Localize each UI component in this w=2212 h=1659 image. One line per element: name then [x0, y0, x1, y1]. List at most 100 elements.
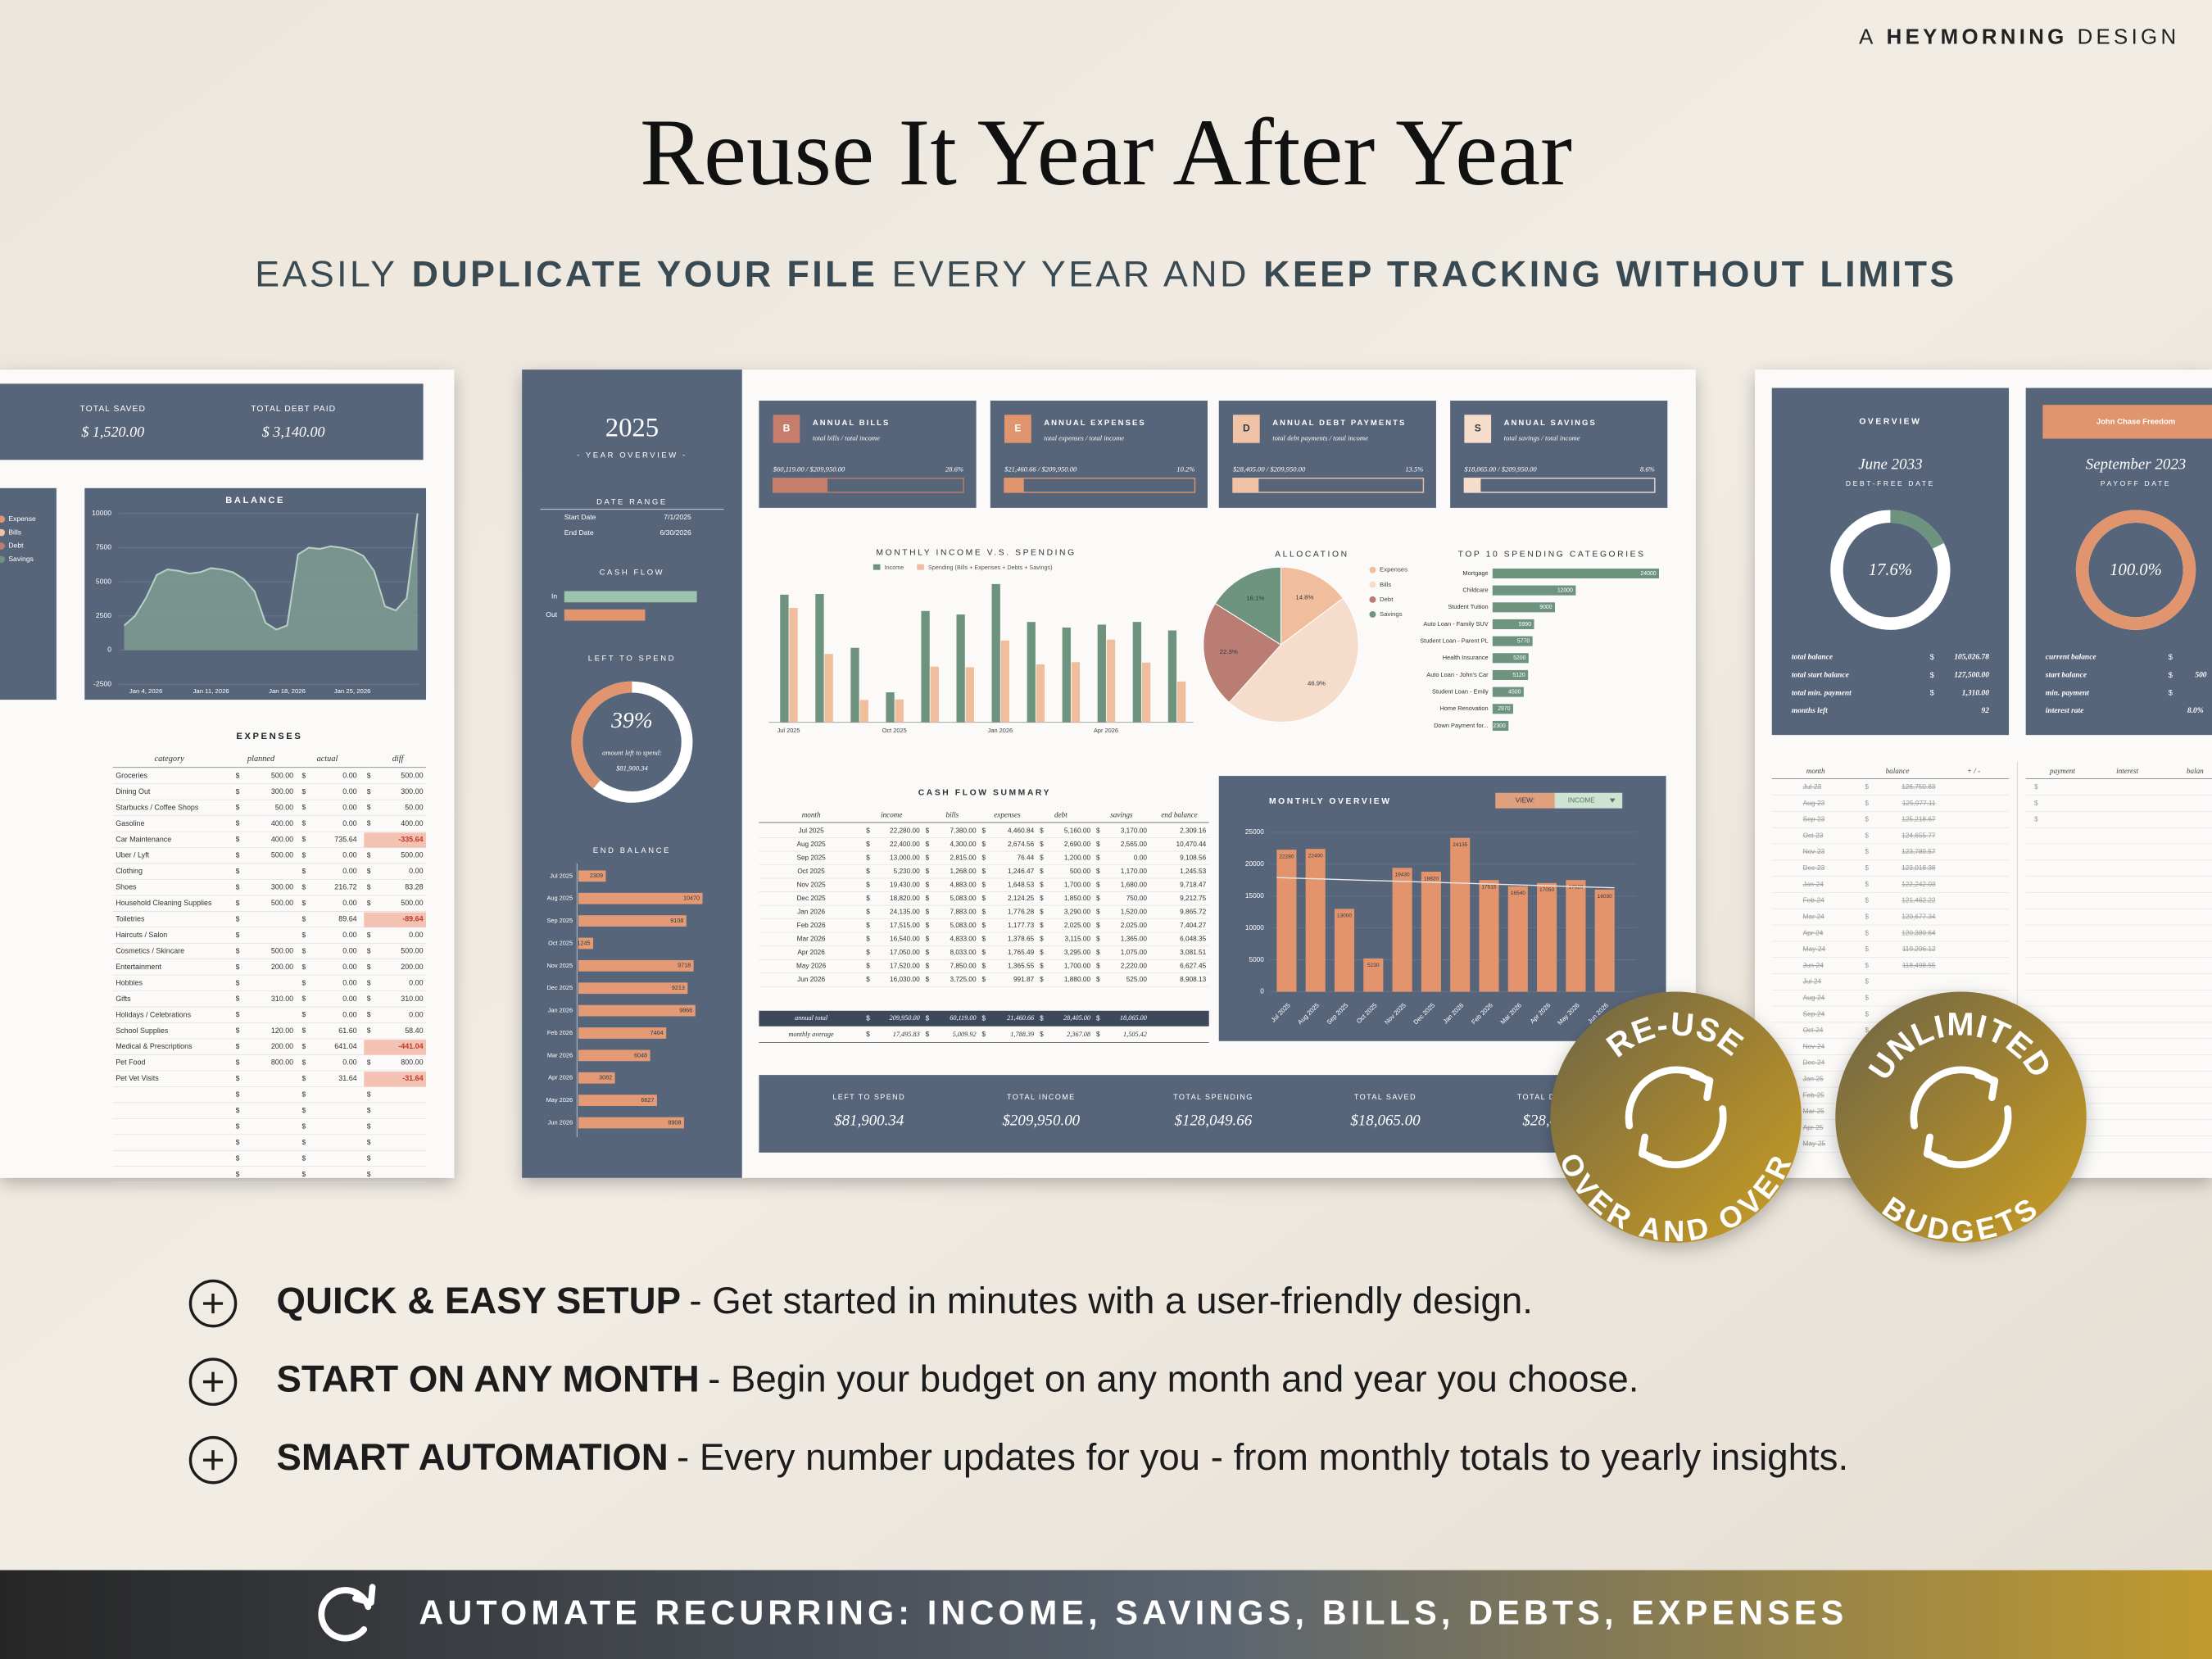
currency: $	[926, 882, 930, 889]
legend-label: Savings	[1380, 610, 1403, 618]
y-tick-label: 25000	[1245, 828, 1264, 836]
total-label: TOTAL DEBT PAID	[251, 405, 336, 414]
pie-slice	[1203, 602, 1282, 704]
bar	[1492, 669, 1529, 680]
x-tick-label: Jan 11, 2026	[193, 687, 229, 695]
cell: 6/30/2026	[660, 528, 691, 537]
currency: $	[981, 841, 986, 848]
letter-box	[1232, 415, 1260, 443]
cell: 9,718.47	[1180, 882, 1207, 889]
bar	[578, 1049, 650, 1062]
cell: 500.00	[401, 946, 423, 954]
y-tick-label: 10000	[92, 509, 111, 517]
feature: SMART AUTOMATION - Every number updates f…	[277, 1436, 1849, 1478]
cell: 300.00	[271, 883, 293, 891]
bar-label: 9213	[672, 984, 685, 991]
cell: Mar-24	[1803, 913, 1825, 920]
currency: $	[236, 1090, 240, 1098]
date: June 2033	[1858, 456, 1922, 474]
currency: $	[926, 827, 930, 834]
cell: $	[1930, 653, 1935, 662]
legend-label: Expense	[8, 514, 36, 523]
card-subtitle: total debt payments / total income	[1272, 433, 1368, 442]
cell: 10,470.44	[1176, 841, 1207, 848]
currency: $	[301, 995, 306, 1003]
cell: 2,674.56	[1008, 841, 1035, 848]
currency: $	[236, 1010, 240, 1018]
legend-swatch	[873, 564, 881, 570]
cell: Aug-23	[1803, 800, 1825, 807]
section-title: END BALANCE	[593, 846, 671, 855]
currency: $	[926, 854, 930, 861]
legend-label: Debt	[1380, 596, 1394, 603]
cell: 1,850.00	[1064, 895, 1091, 902]
card-title: ANNUAL SAVINGS	[1504, 419, 1597, 428]
legend-label: Spending (Bills + Expenses + Debts + Sav…	[928, 564, 1052, 571]
cell: Car Maintenance	[116, 835, 171, 843]
table-header: end balance	[1161, 810, 1197, 818]
currency: $	[866, 922, 870, 929]
bar-label: 3082	[599, 1074, 612, 1081]
subtitle-part: KEEP TRACKING WITHOUT LIMITS	[1263, 253, 1957, 294]
currency: $	[1096, 1014, 1100, 1022]
currency: $	[1040, 827, 1044, 834]
bar	[578, 982, 688, 995]
cell: 17,515.00	[890, 922, 920, 929]
currency: $	[236, 867, 240, 875]
cell: 8,033.00	[950, 949, 977, 956]
cell: 0.00	[342, 867, 356, 875]
cell: 800.00	[271, 1058, 293, 1067]
cell: 1,648.53	[1008, 882, 1035, 889]
cell: Sep 2025	[796, 854, 826, 861]
cell: 1,505.42	[1123, 1031, 1147, 1038]
table-header: category	[155, 755, 185, 764]
bar	[1097, 624, 1106, 723]
bar	[1479, 880, 1499, 992]
currency: $	[236, 803, 240, 811]
cell: 5,160.00	[1064, 827, 1091, 834]
currency: $	[1865, 945, 1869, 953]
letter: E	[1014, 423, 1021, 434]
cell: 2,025.00	[1064, 922, 1091, 929]
currency: $	[301, 1042, 306, 1050]
total-value: $ 1,520.00	[81, 424, 144, 440]
banner-icon	[318, 1587, 372, 1642]
currency: $	[236, 771, 240, 779]
currency: $	[2034, 800, 2038, 807]
currency: $	[981, 936, 986, 943]
bar-label: 4500	[1508, 689, 1521, 695]
bar-label: 10470	[683, 895, 700, 902]
bar	[1334, 909, 1355, 992]
bar	[1492, 653, 1529, 664]
percent: 100.0%	[2110, 561, 2162, 579]
currency: $	[301, 883, 306, 891]
cell: 17,050.00	[890, 949, 920, 956]
currency: $	[1040, 963, 1044, 970]
cell: Shoes	[116, 883, 137, 891]
currency: $	[236, 963, 240, 971]
progress-bar	[773, 478, 828, 492]
currency: $	[367, 1027, 371, 1035]
currency: $	[301, 787, 306, 796]
currency: $	[866, 854, 870, 861]
cell: 750.00	[1126, 895, 1148, 902]
cell: -89.64	[402, 915, 423, 923]
cell: 3,081.51	[1180, 949, 1207, 956]
x-tick-label: Jul 2025	[777, 727, 800, 734]
bar-label: 18820	[1424, 876, 1439, 882]
banner-arrow	[352, 1584, 376, 1606]
cell: 22,280.00	[890, 827, 920, 834]
currency: $	[367, 1010, 371, 1018]
progress-bar	[1004, 478, 1024, 492]
y-tick-label: Oct 2025	[548, 939, 573, 946]
slice-label: 46.9%	[1308, 680, 1326, 687]
cell: May-24	[1803, 945, 1826, 953]
letter-box	[1004, 415, 1031, 443]
currency: $	[301, 835, 306, 843]
y-tick-label: 2500	[96, 611, 111, 619]
currency: $	[301, 1106, 306, 1114]
cell: 1,177.73	[1008, 922, 1035, 929]
cell: 76.44	[1018, 854, 1035, 861]
feature-plus	[202, 1294, 224, 1314]
letter: D	[1243, 423, 1250, 434]
